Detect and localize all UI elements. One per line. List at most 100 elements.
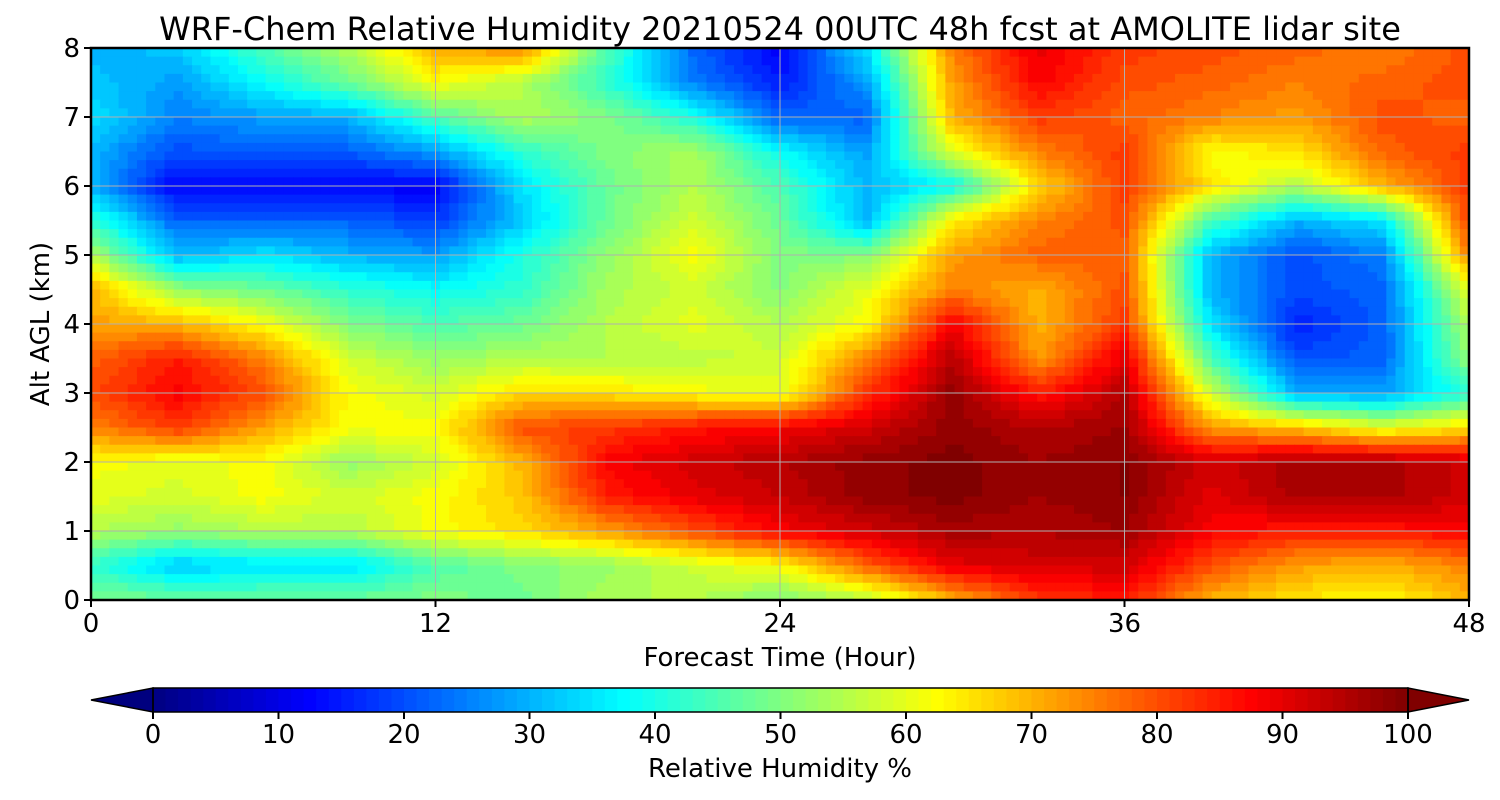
- rh-cell: [302, 65, 313, 75]
- rh-cell: [375, 168, 386, 178]
- rh-cell: [118, 246, 129, 256]
- rh-cell: [449, 280, 460, 291]
- rh-cell: [963, 134, 974, 144]
- rh-cell: [458, 99, 469, 109]
- rh-cell: [917, 289, 928, 299]
- rh-cell: [265, 142, 276, 153]
- rh-cell: [1028, 298, 1038, 308]
- rh-cell: [1303, 211, 1314, 222]
- rh-cell: [1423, 298, 1433, 308]
- rh-cell: [660, 160, 671, 170]
- rh-cell: [311, 272, 322, 282]
- rh-cell: [908, 298, 919, 308]
- rh-cell: [513, 177, 524, 187]
- rh-cell: [577, 186, 588, 196]
- rh-cell: [1312, 289, 1323, 299]
- rh-cell: [1285, 203, 1296, 213]
- rh-cell: [219, 108, 230, 118]
- rh-cell: [1432, 186, 1443, 196]
- rh-cell: [835, 194, 845, 204]
- rh-cell: [972, 125, 983, 135]
- rh-cell: [1230, 220, 1240, 230]
- rh-cell: [164, 142, 175, 153]
- rh-cell: [798, 134, 809, 144]
- rh-cell: [761, 117, 772, 127]
- rh-cell: [1441, 65, 1452, 75]
- rh-cell: [219, 65, 230, 75]
- rh-cell: [780, 125, 790, 135]
- rh-cell: [219, 56, 230, 66]
- rh-cell: [936, 142, 946, 153]
- rh-cell: [1239, 168, 1250, 178]
- rh-cell: [1276, 134, 1286, 144]
- rh-cell: [109, 263, 120, 273]
- rh-cell: [1386, 211, 1397, 222]
- rh-cell: [789, 177, 799, 187]
- rh-cell: [283, 280, 294, 291]
- rh-cell: [1322, 168, 1332, 178]
- rh-cell: [1266, 229, 1277, 239]
- rh-cell: [127, 298, 138, 308]
- rh-cell: [899, 82, 910, 92]
- rh-cell: [825, 125, 836, 135]
- rh-cell: [1037, 315, 1048, 325]
- rh-cell: [513, 306, 524, 316]
- rh-cell: [403, 186, 414, 196]
- rh-cell: [926, 324, 937, 334]
- rh-cell: [311, 211, 322, 222]
- rh-cell: [633, 255, 643, 265]
- rh-cell: [697, 117, 708, 127]
- rh-cell: [789, 272, 799, 282]
- rh-cell: [320, 332, 331, 342]
- rh-cell: [871, 306, 882, 316]
- rh-cell: [274, 142, 285, 153]
- rh-cell: [1266, 220, 1277, 230]
- rh-cell: [954, 91, 965, 101]
- rh-cell: [1377, 82, 1387, 92]
- rh-cell: [1432, 91, 1443, 101]
- rh-cell: [375, 160, 386, 170]
- rh-cell: [651, 73, 662, 84]
- rh-cell: [164, 177, 175, 187]
- rh-cell: [182, 160, 193, 170]
- rh-cell: [1377, 272, 1387, 282]
- rh-cell: [734, 99, 744, 109]
- rh-cell: [568, 142, 579, 153]
- rh-cell: [412, 246, 423, 256]
- rh-cell: [1055, 255, 1066, 265]
- rh-cell: [1404, 151, 1415, 161]
- rh-cell: [118, 220, 129, 230]
- rh-cell: [798, 125, 809, 135]
- rh-cell: [403, 56, 414, 66]
- rh-cell: [403, 324, 414, 334]
- rh-cell: [1266, 306, 1277, 316]
- rh-cell: [210, 289, 221, 299]
- rh-cell: [871, 142, 882, 153]
- rh-cell: [770, 324, 781, 334]
- rh-cell: [375, 125, 386, 135]
- rh-cell: [844, 82, 855, 92]
- rh-cell: [1377, 142, 1387, 153]
- rh-cell: [669, 117, 680, 127]
- rh-cell: [835, 263, 845, 273]
- rh-cell: [219, 186, 230, 196]
- rh-cell: [1331, 117, 1341, 127]
- rh-cell: [825, 65, 836, 75]
- rh-cell: [991, 65, 1002, 75]
- rh-cell: [449, 332, 460, 342]
- rh-cell: [678, 306, 689, 316]
- rh-cell: [173, 255, 184, 265]
- rh-cell: [550, 177, 561, 187]
- rh-cell: [807, 220, 818, 230]
- rh-cell: [1459, 315, 1469, 325]
- rh-cell: [789, 134, 799, 144]
- rh-cell: [871, 315, 882, 325]
- rh-cell: [835, 324, 845, 334]
- rh-cell: [522, 134, 533, 144]
- rh-cell: [182, 306, 193, 316]
- rh-cell: [384, 168, 395, 178]
- rh-cell: [421, 186, 432, 196]
- rh-cell: [467, 73, 478, 84]
- rh-cell: [954, 151, 965, 161]
- rh-cell: [1413, 160, 1424, 170]
